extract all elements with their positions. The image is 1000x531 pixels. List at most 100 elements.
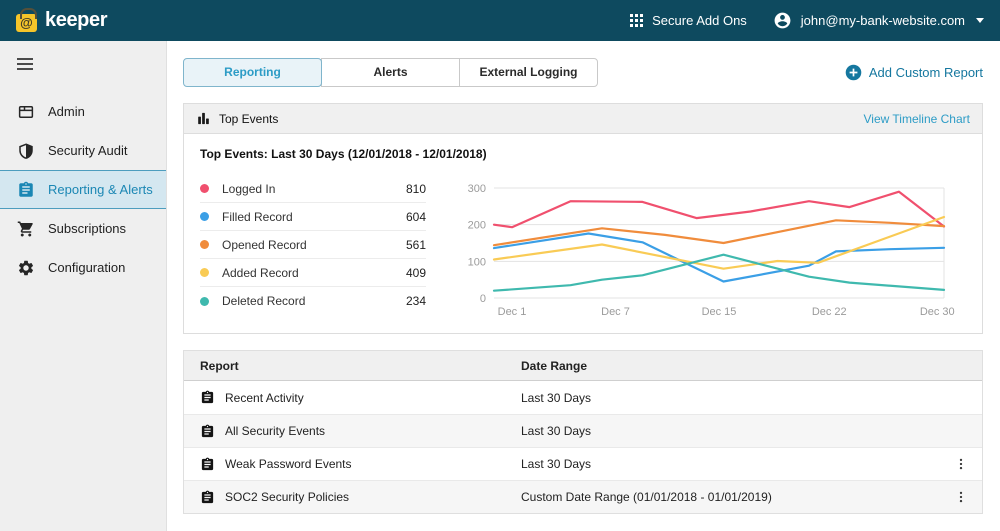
kebab-menu-icon[interactable]	[950, 486, 972, 508]
legend-value: 604	[406, 210, 426, 224]
sidebar-item-admin[interactable]: Admin	[0, 92, 166, 131]
legend-color-dot	[200, 240, 209, 249]
legend-value: 234	[406, 294, 426, 308]
report-date-range: Last 30 Days	[521, 391, 940, 405]
hamburger-menu-icon[interactable]	[17, 58, 33, 70]
column-header-report: Report	[184, 359, 521, 373]
main-content: ReportingAlertsExternal Logging Add Cust…	[183, 58, 983, 514]
chart-title: Top Events: Last 30 Days (12/01/2018 - 1…	[200, 147, 426, 161]
legend-value: 810	[406, 182, 426, 196]
column-header-date-range: Date Range	[521, 359, 940, 373]
chart-line-deleted-record	[494, 255, 944, 291]
legend-value: 561	[406, 238, 426, 252]
legend-column: Top Events: Last 30 Days (12/01/2018 - 1…	[184, 134, 446, 333]
sidebar-item-subscriptions[interactable]: Subscriptions	[0, 209, 166, 248]
svg-text:0: 0	[480, 293, 486, 305]
top-events-header: Top Events View Timeline Chart	[184, 104, 982, 134]
kebab-menu-icon[interactable]	[950, 453, 972, 475]
top-events-panel: Top Events View Timeline Chart Top Event…	[183, 103, 983, 334]
sidebar-menu: Admin Security Audit Reporting & Alerts Sub…	[0, 92, 166, 287]
tab-reporting[interactable]: Reporting	[183, 58, 322, 87]
chart-column: 0100200300Dec 1Dec 7Dec 15Dec 22Dec 30	[446, 134, 982, 333]
tab-alerts[interactable]: Alerts	[321, 58, 460, 87]
svg-text:Dec 1: Dec 1	[498, 306, 527, 318]
brand-name: keeper	[45, 9, 107, 32]
report-date-range: Last 30 Days	[521, 457, 940, 471]
keeper-lock-icon: @	[16, 14, 37, 32]
bar-chart-icon	[196, 111, 211, 126]
report-date-range: Custom Date Range (01/01/2018 - 01/01/20…	[521, 490, 940, 504]
sidebar-item-configuration[interactable]: Configuration	[0, 248, 166, 287]
legend-item-added-record: Added Record409	[200, 259, 426, 287]
navbar-right: Secure Add Ons john@my-bank-website.com	[630, 11, 984, 30]
svg-text:Dec 22: Dec 22	[812, 306, 847, 318]
keeper-admin-console: @ keeper Secure Add Ons john@my-bank-web…	[0, 0, 1000, 531]
report-icon	[200, 490, 215, 505]
timeline-chart: 0100200300Dec 1Dec 7Dec 15Dec 22Dec 30	[464, 178, 974, 328]
sidebar-item-reporting-alerts[interactable]: Reporting & Alerts	[0, 170, 166, 209]
legend-item-logged-in: Logged In 810	[200, 175, 426, 203]
tab-external-logging[interactable]: External Logging	[459, 58, 598, 87]
sidebar-item-label: Configuration	[48, 260, 125, 275]
report-row-recent-activity[interactable]: Recent Activity Last 30 Days	[184, 381, 982, 414]
top-events-body: Top Events: Last 30 Days (12/01/2018 - 1…	[184, 134, 982, 333]
report-date-range: Last 30 Days	[521, 424, 940, 438]
svg-text:200: 200	[468, 220, 486, 232]
top-navbar: @ keeper Secure Add Ons john@my-bank-web…	[0, 0, 1000, 41]
report-row-all-security-events[interactable]: All Security Events Last 30 Days	[184, 414, 982, 447]
legend-color-dot	[200, 268, 209, 277]
legend-color-dot	[200, 212, 209, 221]
plus-circle-icon	[845, 64, 862, 81]
legend-label: Added Record	[222, 266, 299, 280]
report-name: All Security Events	[225, 424, 325, 438]
cart-icon	[17, 220, 35, 238]
report-name: Recent Activity	[225, 391, 304, 405]
report-row-soc2-security-policies[interactable]: SOC2 Security Policies Custom Date Range …	[184, 480, 982, 513]
add-custom-report-button[interactable]: Add Custom Report	[845, 64, 983, 81]
svg-text:300: 300	[468, 183, 486, 195]
report-name: Weak Password Events	[225, 457, 352, 471]
report-row-weak-password-events[interactable]: Weak Password Events Last 30 Days	[184, 447, 982, 480]
account-menu[interactable]: john@my-bank-website.com	[773, 11, 984, 30]
shield-icon	[17, 142, 35, 160]
view-timeline-chart-link[interactable]: View Timeline Chart	[864, 112, 971, 126]
report-icon	[200, 457, 215, 472]
sidebar-item-label: Subscriptions	[48, 221, 126, 236]
gear-icon	[17, 259, 35, 277]
clipboard-icon	[17, 181, 35, 199]
add-custom-report-label: Add Custom Report	[869, 65, 983, 80]
sidebar: Admin Security Audit Reporting & Alerts Sub…	[0, 41, 167, 531]
chevron-down-icon	[976, 18, 984, 23]
legend-item-opened-record: Opened Record561	[200, 231, 426, 259]
svg-text:Dec 30: Dec 30	[920, 306, 955, 318]
legend-item-deleted-record: Deleted Record 234	[200, 287, 426, 315]
table-header: Report Date Range	[184, 351, 982, 381]
at-glyph: @	[20, 16, 33, 29]
report-name: SOC2 Security Policies	[225, 490, 349, 504]
report-rows: Recent ActivityLast 30 DaysAll Security …	[184, 381, 982, 513]
svg-text:Dec 15: Dec 15	[702, 306, 737, 318]
panel-title: Top Events	[219, 112, 278, 126]
legend-label: Logged In	[222, 182, 275, 196]
legend-label: Deleted Record	[222, 294, 305, 308]
keeper-logo: @ keeper	[16, 9, 107, 32]
timeline-chart-container: 0100200300Dec 1Dec 7Dec 15Dec 22Dec 30	[464, 178, 982, 333]
report-icon	[200, 424, 215, 439]
legend-color-dot	[200, 297, 209, 306]
person-icon	[773, 11, 792, 30]
user-email: john@my-bank-website.com	[801, 13, 965, 28]
window-icon	[17, 103, 35, 121]
sidebar-item-label: Reporting & Alerts	[48, 182, 153, 197]
svg-text:Dec 7: Dec 7	[601, 306, 630, 318]
legend-list: Logged In 810 Filled Record 604 Opened Recor…	[200, 175, 426, 315]
secure-add-ons-button[interactable]: Secure Add Ons	[630, 13, 747, 28]
sidebar-item-label: Security Audit	[48, 143, 128, 158]
report-icon	[200, 390, 215, 405]
reports-table: Report Date Range Recent Activity Last 30…	[183, 350, 983, 514]
tabs-row: ReportingAlertsExternal Logging Add Cust…	[183, 58, 983, 87]
apps-grid-icon	[630, 14, 643, 27]
sidebar-item-security-audit[interactable]: Security Audit	[0, 131, 166, 170]
sidebar-item-label: Admin	[48, 104, 85, 119]
legend-label: Filled Record	[222, 210, 293, 224]
legend-item-filled-record: Filled Record 604	[200, 203, 426, 231]
